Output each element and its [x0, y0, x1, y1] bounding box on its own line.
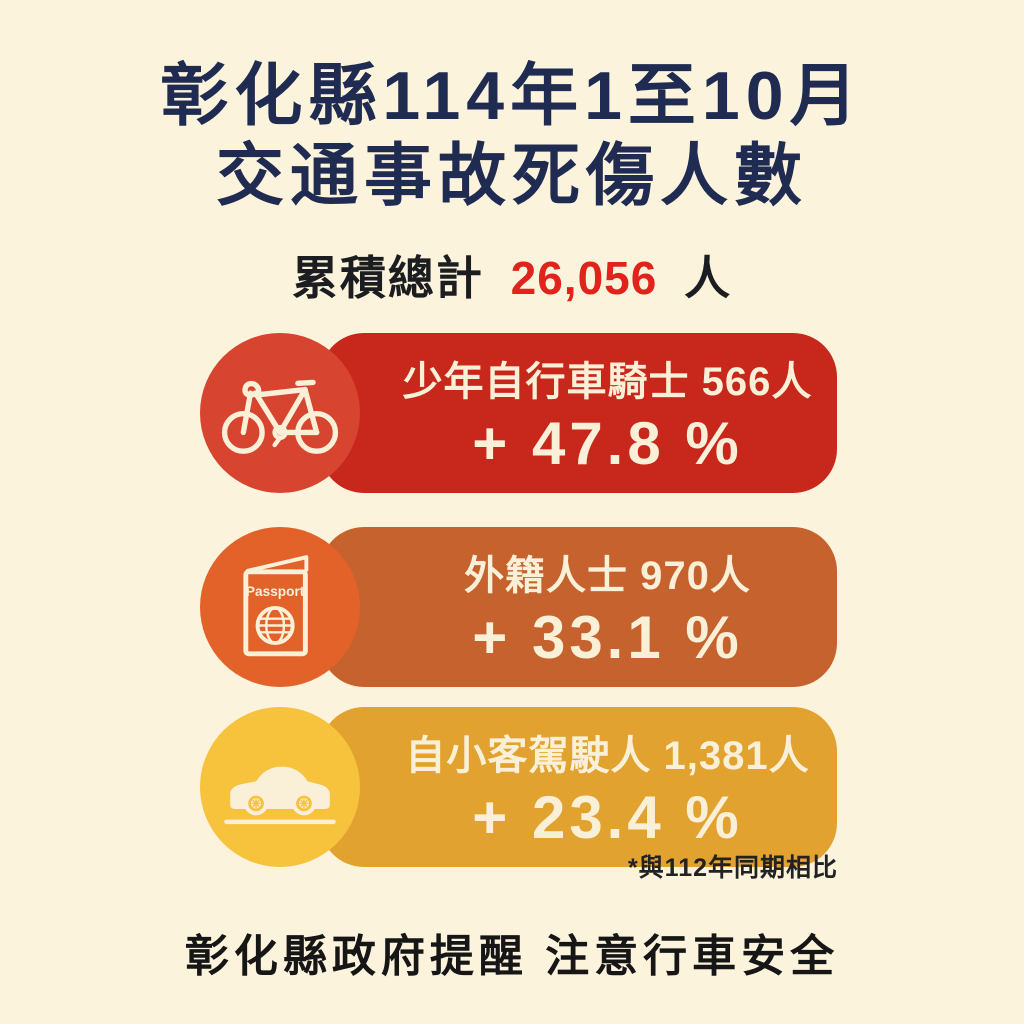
cumulative-total-label: 累積總計 [291, 252, 484, 304]
passport-text: Passport [246, 584, 305, 599]
card-percent-change: + 33.1 % [472, 603, 743, 671]
stat-card-car-drivers: 自小客駕駛人 1,381人 + 23.4 % [200, 707, 840, 867]
page-title-line1: 彰化縣114年1至10月 [160, 58, 864, 134]
card-label: 少年自行車騎士 566人 [402, 359, 813, 404]
card-pill: 少年自行車騎士 566人 + 47.8 % [320, 333, 837, 493]
stat-card-foreign-nationals: 外籍人士 970人 + 33.1 % Passport [200, 527, 840, 687]
passport-icon: Passport [239, 550, 321, 665]
cumulative-total: 累積總計 26,056 人 [0, 242, 1024, 308]
card-pill: 外籍人士 970人 + 33.1 % [320, 527, 837, 687]
bicycle-icon [221, 364, 339, 463]
cumulative-total-unit: 人 [684, 252, 733, 304]
card-icon-badge [200, 333, 360, 493]
card-pill: 自小客駕駛人 1,381人 + 23.4 % [320, 707, 837, 867]
card-percent-change: + 23.4 % [472, 783, 743, 851]
card-icon-badge: Passport [200, 527, 360, 687]
footer-safety-message: 彰化縣政府提醒 注意行車安全 [184, 932, 840, 981]
stat-card-youth-cyclists: 少年自行車騎士 566人 + 47.8 % [200, 333, 840, 493]
card-percent-change: + 47.8 % [472, 409, 743, 477]
car-icon [221, 739, 339, 836]
cumulative-total-value: 26,056 [510, 252, 658, 304]
card-label: 外籍人士 970人 [464, 553, 751, 598]
card-label: 自小客駕駛人 1,381人 [405, 733, 810, 778]
page-title: 彰化縣114年1至10月 交通事故死傷人數 [0, 56, 1024, 216]
page-title-line2: 交通事故死傷人數 [215, 138, 808, 215]
card-icon-badge [200, 707, 360, 867]
comparison-footnote: *與112年同期相比 [627, 854, 838, 882]
